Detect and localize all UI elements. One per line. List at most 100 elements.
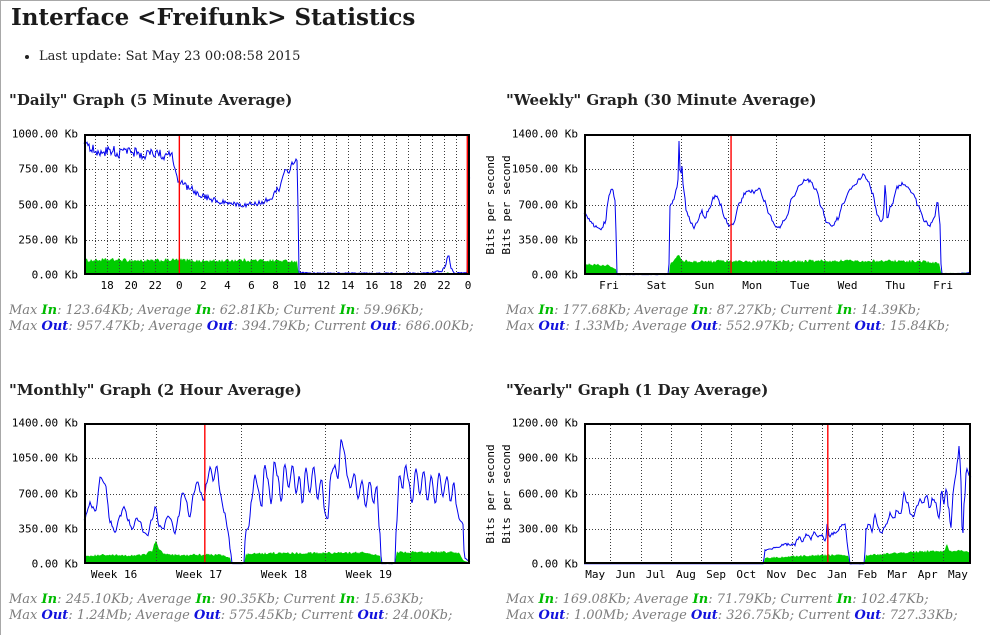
stat-text: : 552.97Kb; Current [717, 319, 855, 334]
x-axis-label: 4 [224, 279, 231, 292]
gridlines [86, 136, 468, 273]
stat-text: Max [506, 608, 539, 623]
stat-text: Max [506, 592, 539, 607]
y-axis-label: 1000.00 Kb [11, 127, 78, 141]
y-axis-label: 700.00 Kb [18, 487, 78, 500]
stat-text: : 245.10Kb; Average [57, 592, 196, 607]
x-axis-label: Jul [645, 568, 666, 581]
weekly-graph: 1400.00 Kb 1050.00 Kb 700.00 Kb 350.00 Kb 0.… [500, 128, 972, 292]
stat-text: : 575.45Kb; Current [220, 608, 358, 623]
daily-plot-canvas [83, 134, 471, 275]
x-axis-label: Week 16 [90, 568, 138, 581]
stat-word-out: Out [538, 319, 566, 334]
stat-text: : 326.75Kb; Current [717, 608, 855, 623]
x-axis-label: 16 [365, 279, 379, 292]
x-axis-label: 0 [175, 279, 183, 292]
x-axis-label: 10 [292, 279, 307, 292]
stat-word-out: Out [193, 608, 221, 623]
y-axis-title: Bits per second [500, 443, 513, 544]
y-axis-label: 1050.00 Kb [11, 451, 78, 465]
x-axis-label: 18 [389, 279, 403, 292]
x-axis-label: Sep [706, 568, 727, 581]
stat-text: : 727.33Kb; [881, 608, 958, 623]
stat-word-in: In [41, 303, 58, 318]
stat-text: : 59.96Kb; [355, 303, 424, 318]
stat-word-in: In [339, 592, 356, 607]
x-axis-label: May [947, 568, 968, 581]
x-axis-label: Week 19 [345, 568, 393, 581]
monthly-stats: Max In: 245.10Kb; Average In: 90.35Kb; C… [9, 592, 452, 624]
stat-word-out: Out [370, 319, 398, 334]
series-out-line [83, 439, 471, 565]
x-axis-label: 2 [200, 279, 207, 292]
monthly-graph: 1400.00 Kb 1050.00 Kb 700.00 Kb 350.00 Kb 0.… [12, 417, 497, 582]
stat-text: Max [9, 608, 42, 623]
y-axis-label: 0.00 Kb [531, 557, 578, 571]
stat-text: : 394.79Kb; Current [233, 319, 371, 334]
x-axis-label: 18 [100, 279, 114, 292]
stat-text: : 169.08Kb; Average [554, 592, 693, 607]
monthly-plot-canvas [83, 423, 471, 565]
y-axis-title: Bits per second [484, 154, 497, 255]
stat-text: : 1.00Mb; Average [565, 608, 691, 623]
x-axis-label: May [585, 568, 606, 581]
y-axis-label: 1400.00 Kb [11, 416, 78, 430]
x-axis-label: Thu [885, 279, 906, 292]
stat-word-out: Out [41, 319, 69, 334]
x-axis-label: 8 [272, 279, 279, 292]
x-axis-label: Mar [887, 568, 908, 581]
y-axis-label: 700.00 Kb [518, 198, 578, 211]
x-axis-label: 20 [124, 279, 138, 292]
stat-text: : 15.84Kb; [881, 319, 950, 334]
stat-word-in: In [538, 303, 555, 318]
x-axis-label: Apr [917, 568, 938, 581]
x-axis-label: 14 [341, 279, 355, 292]
last-update-item: Last update: Sat May 23 00:08:58 2015 [39, 49, 300, 64]
stat-word-out: Out [854, 608, 882, 623]
y-axis-title: Bits per second [484, 443, 497, 544]
x-axis-label: 6 [248, 279, 255, 292]
y-axis-label: 900.00 Kb [518, 451, 578, 465]
y-axis-label: 350.00 Kb [18, 522, 78, 536]
graph-heading-weekly: "Weekly" Graph (30 Minute Average) [506, 91, 817, 109]
gridlines [586, 136, 969, 273]
x-axis-label: Mon [742, 279, 763, 292]
x-axis-label: Jun [615, 568, 636, 581]
daily-stats: Max In: 123.64Kb; Average In: 62.81Kb; C… [9, 303, 474, 335]
x-axis-label: Week 17 [175, 568, 223, 581]
plot-border [584, 134, 971, 275]
x-axis-label: 22 [437, 279, 451, 292]
x-axis-label: Fri [933, 279, 953, 292]
x-axis-label: Wed [837, 279, 858, 292]
x-axis-label: Sat [646, 279, 667, 292]
gridlines [586, 425, 969, 562]
x-axis-label: Jan [827, 568, 847, 581]
stat-text: : 14.39Kb; [852, 303, 921, 318]
plot-border [84, 423, 470, 564]
series-in-area [84, 540, 470, 564]
x-axis-label: Dec [796, 568, 817, 581]
yearly-graph: 1200.00 Kb 900.00 Kb 600.00 Kb 300.00 Kb 0.0… [500, 417, 972, 581]
stats-line: Max Out: 1.24Mb; Average Out: 575.45Kb; … [9, 608, 452, 624]
stat-word-in: In [339, 303, 356, 318]
stats-line: Max Out: 957.47Kb; Average Out: 394.79Kb… [9, 319, 474, 335]
y-axis-label: 750.00 Kb [18, 162, 78, 176]
last-update-list: Last update: Sat May 23 00:08:58 2015 [23, 49, 300, 64]
stat-text: : 123.64Kb; Average [57, 303, 196, 318]
page-title: Interface <Freifunk> Statistics [11, 4, 416, 31]
stat-word-in: In [538, 592, 555, 607]
x-axis-label: Feb [857, 568, 878, 581]
stat-word-in: In [195, 592, 212, 607]
stat-text: : 177.68Kb; Average [554, 303, 693, 318]
series-out-line [584, 446, 972, 565]
stat-text: Max [506, 319, 539, 334]
y-axis-label: 500.00 Kb [18, 198, 78, 211]
graph-heading-yearly: "Yearly" Graph (1 Day Average) [506, 381, 769, 399]
stat-text: : 15.63Kb; [355, 592, 424, 607]
x-axis-label: 12 [317, 279, 331, 292]
stats-line: Max Out: 1.33Mb; Average Out: 552.97Kb; … [506, 319, 949, 335]
x-axis-label: Nov [766, 568, 787, 581]
stat-word-in: In [692, 303, 709, 318]
series-out-line [83, 140, 471, 275]
